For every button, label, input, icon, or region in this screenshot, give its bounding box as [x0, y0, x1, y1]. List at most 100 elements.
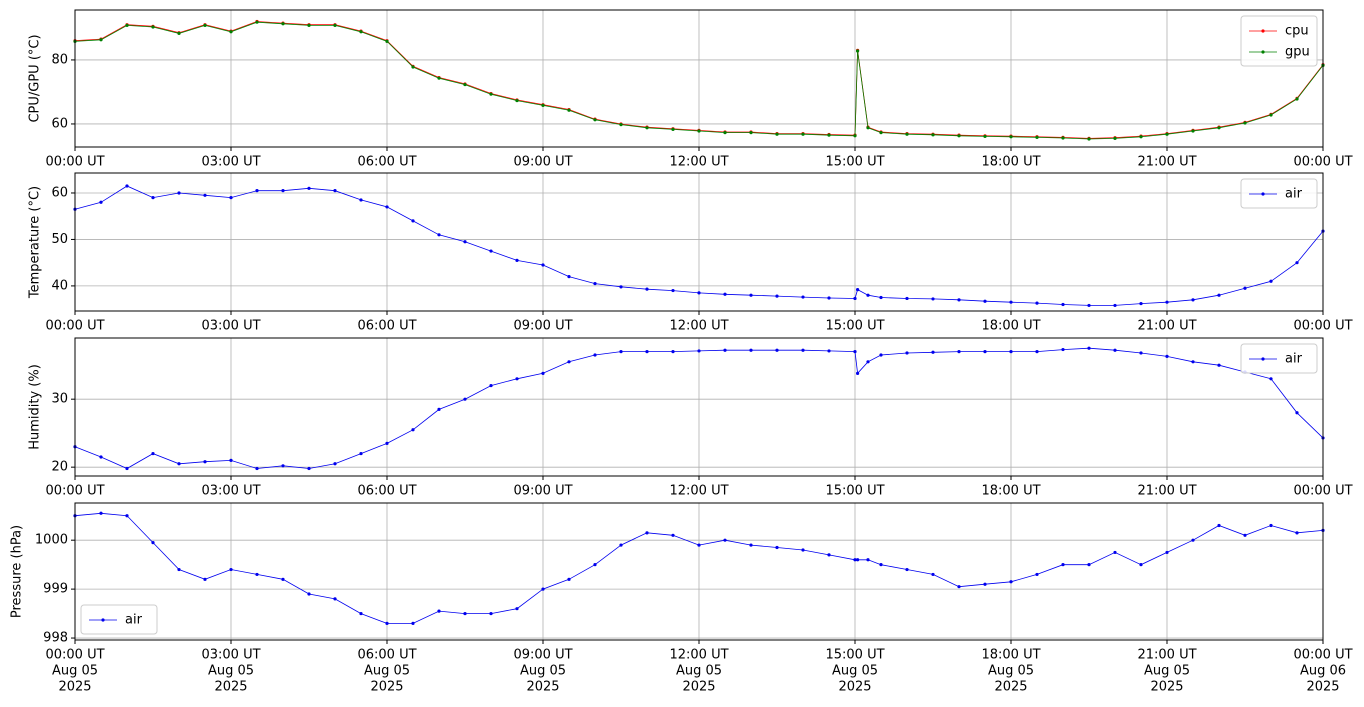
data-point — [1269, 279, 1273, 283]
data-point — [1139, 563, 1143, 567]
data-point — [385, 39, 389, 43]
x-tick-label: 21:00 UT — [1137, 155, 1196, 170]
data-point — [1269, 113, 1273, 117]
data-point — [853, 134, 857, 138]
data-point — [437, 233, 441, 237]
data-point — [856, 371, 860, 375]
data-point — [983, 134, 987, 139]
plot-frame — [74, 172, 1324, 312]
data-point — [203, 577, 207, 581]
data-point — [1269, 523, 1273, 528]
data-point — [593, 281, 597, 286]
data-point — [333, 189, 337, 193]
data-point — [385, 205, 389, 209]
data-point — [1243, 121, 1247, 125]
data-point — [1217, 523, 1221, 528]
data-point — [203, 23, 207, 27]
data-point — [125, 514, 129, 518]
data-point — [723, 130, 727, 135]
data-point — [567, 577, 571, 581]
data-point — [489, 249, 493, 253]
data-point — [983, 299, 987, 303]
data-point — [1009, 135, 1013, 139]
data-point — [1139, 135, 1143, 139]
y-tick-label: 80 — [51, 52, 68, 67]
x-tick-label: 12:00 UT — [669, 648, 728, 663]
x-tick-label: 18:00 UT — [981, 319, 1040, 334]
data-point — [775, 132, 779, 136]
data-point — [879, 295, 883, 300]
data-point — [866, 126, 870, 130]
data-point — [1165, 354, 1169, 358]
data-point — [1113, 136, 1117, 140]
data-point — [697, 543, 701, 547]
data-point — [255, 189, 259, 193]
data-point — [905, 567, 909, 572]
data-point — [775, 294, 779, 298]
data-point — [229, 30, 233, 34]
data-point — [1191, 298, 1195, 302]
x-tick-label: 00:00 UT — [45, 319, 104, 334]
data-point — [333, 597, 337, 601]
x-tick-label: 09:00 UT — [513, 648, 572, 663]
data-point — [463, 82, 467, 87]
data-point — [1061, 302, 1065, 307]
data-point — [827, 133, 831, 137]
legend-label: air — [125, 613, 143, 628]
data-point — [879, 353, 883, 357]
data-point — [255, 572, 259, 577]
y-tick-label: 999 — [43, 582, 68, 597]
data-point — [463, 611, 467, 616]
legend-marker — [1261, 192, 1265, 196]
data-point — [333, 462, 337, 466]
data-point — [645, 531, 649, 535]
data-point — [1009, 300, 1013, 304]
x-tick-label: 21:00 UT — [1137, 484, 1196, 499]
data-point — [1009, 349, 1013, 354]
x-tick-label: 03:00 UT — [201, 319, 260, 334]
data-point — [619, 349, 623, 354]
x-tick-label: 09:00 UT — [513, 319, 572, 334]
data-point — [801, 548, 805, 552]
data-point — [671, 533, 675, 537]
data-point — [307, 186, 311, 190]
x-tick-label: 2025 — [994, 680, 1027, 695]
data-point — [359, 611, 363, 616]
x-tick-label: 12:00 UT — [669, 484, 728, 499]
x-tick-label: 00:00 UT — [1293, 484, 1352, 499]
data-point — [307, 466, 311, 471]
data-point — [749, 293, 753, 297]
data-point — [359, 198, 363, 202]
legend-marker — [1261, 357, 1265, 361]
y-tick-label: 30 — [51, 392, 68, 407]
data-point — [125, 23, 129, 27]
y-tick-label: 1000 — [35, 533, 68, 548]
plot-frame — [74, 337, 1324, 477]
data-point — [827, 296, 831, 300]
x-tick-label: Aug 05 — [52, 664, 98, 679]
data-point — [1217, 363, 1221, 367]
data-point — [411, 65, 415, 69]
data-point — [489, 611, 493, 616]
data-point — [151, 451, 155, 456]
legend-label: gpu — [1285, 45, 1310, 60]
y-tick-label: 998 — [43, 631, 68, 646]
data-point — [619, 543, 623, 547]
data-point — [437, 609, 441, 613]
data-point — [827, 349, 831, 353]
data-point — [801, 132, 805, 136]
data-point — [567, 360, 571, 364]
data-point — [1191, 538, 1195, 542]
data-point — [697, 349, 701, 353]
data-point — [541, 263, 545, 267]
data-point — [281, 189, 285, 193]
data-point — [359, 451, 363, 456]
data-point — [99, 511, 103, 515]
data-point — [645, 126, 649, 130]
x-tick-label: 21:00 UT — [1137, 319, 1196, 334]
data-point — [775, 348, 779, 352]
data-point — [619, 285, 623, 289]
data-point — [957, 134, 961, 138]
x-tick-label: 00:00 UT — [1293, 319, 1352, 334]
y-axis-label: CPU/GPU (°C) — [28, 34, 43, 122]
